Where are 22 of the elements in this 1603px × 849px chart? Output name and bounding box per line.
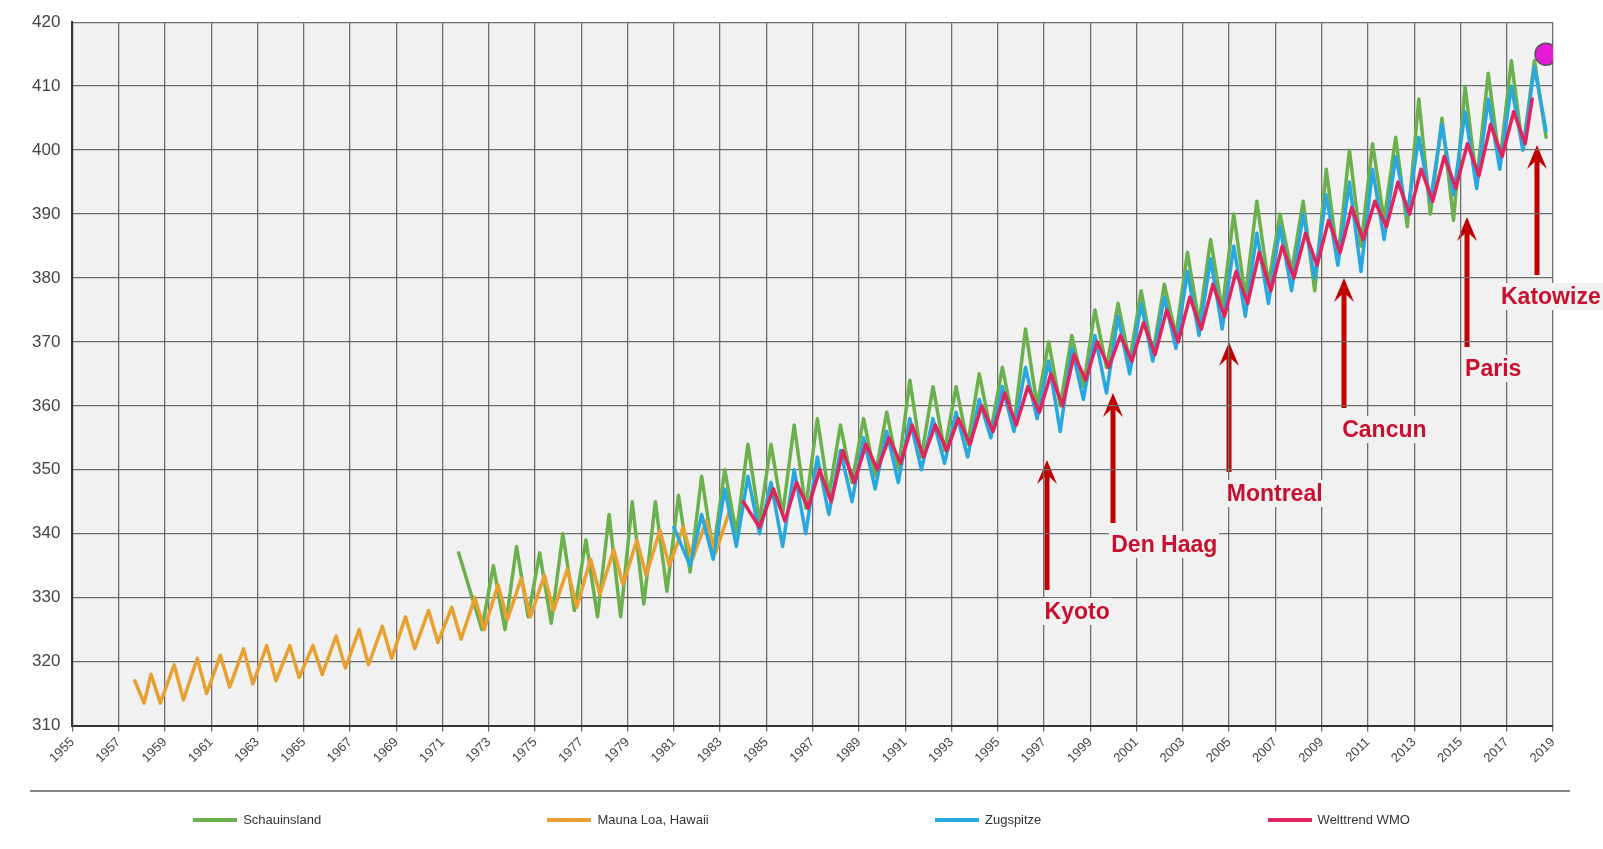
y-tick-label: 340 <box>31 523 61 543</box>
legend-label: Schauinsland <box>243 812 322 827</box>
annotation: Katowize <box>1499 283 1603 311</box>
legend-label: Mauna Loa, Hawaii <box>597 812 709 827</box>
annotation: Paris <box>1463 355 1524 383</box>
y-tick-label: 390 <box>31 203 61 223</box>
y-tick-label: 360 <box>31 395 61 415</box>
legend-label: Welttrend WMO <box>1317 812 1410 827</box>
y-tick-label: 420 <box>31 11 61 31</box>
y-tick-label: 310 <box>31 715 61 735</box>
annotation: Den Haag <box>1109 530 1220 558</box>
y-tick-label: 330 <box>31 587 61 607</box>
annotation: Kyoto <box>1042 598 1112 626</box>
y-tick-label: 400 <box>31 139 61 159</box>
y-tick-label: 410 <box>31 75 61 95</box>
annotation: Cancun <box>1340 416 1429 444</box>
y-tick-label: 350 <box>31 459 61 479</box>
legend-label: Zugspitze <box>984 812 1042 827</box>
y-tick-label: 370 <box>31 331 61 351</box>
annotation: Montreal <box>1224 480 1325 508</box>
y-tick-label: 320 <box>31 651 61 671</box>
y-tick-label: 380 <box>31 267 61 287</box>
